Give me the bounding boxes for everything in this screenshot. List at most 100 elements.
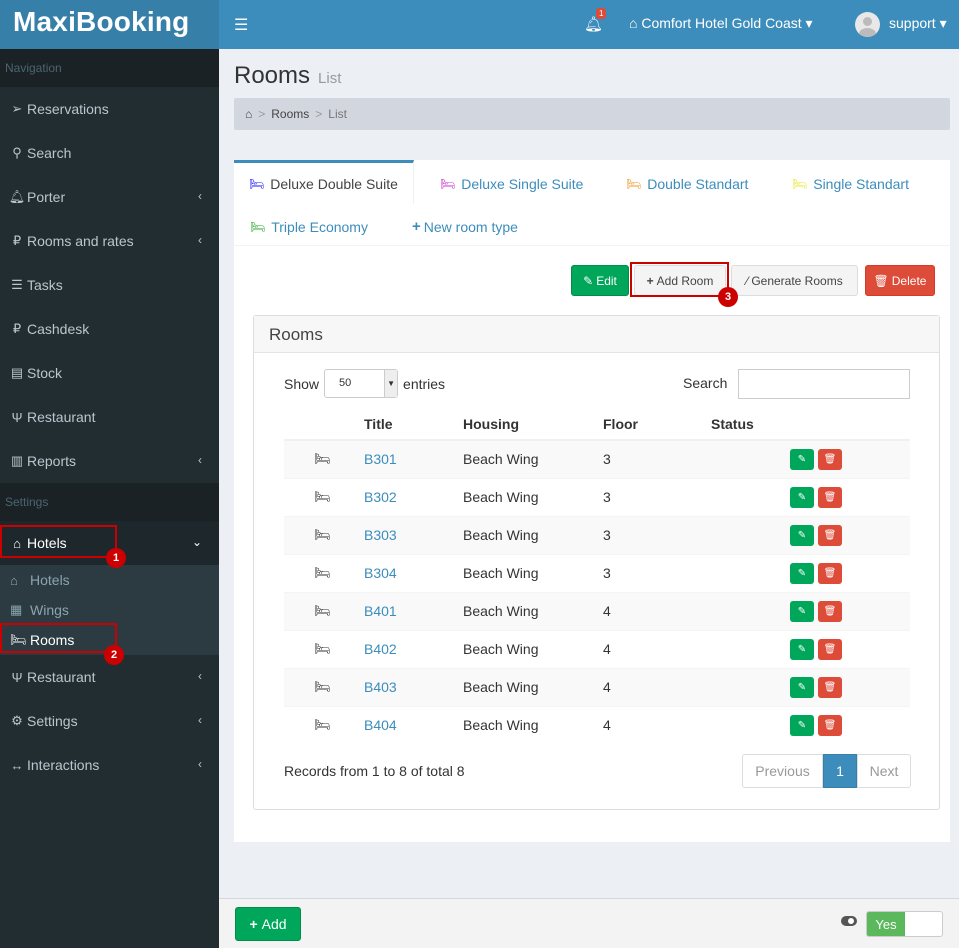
sidebar-item-interactions[interactable]: ↔ Interactions ‹ (0, 743, 219, 787)
hotel-selector[interactable]: ⌂ Comfort Hotel Gold Coast ▾ (629, 15, 813, 32)
tab-double-standart[interactable]: 🛏︎ Double Standart (626, 162, 748, 205)
edit-row-icon[interactable]: ✎ (790, 486, 814, 508)
add-room-button[interactable]: + Add Room (634, 265, 726, 296)
search-icon: ⚲ (12, 145, 22, 160)
sidebar-item-restaurant[interactable]: Ψ Restaurant (0, 395, 219, 439)
add-button[interactable]: + Add (235, 907, 301, 941)
rooms-panel: 🛏︎ Deluxe Double Suite 🛏︎ Deluxe Single Su… (234, 160, 950, 842)
tab-single-standart[interactable]: 🛏︎ Single Standart (792, 162, 909, 205)
delete-row-icon[interactable]: 🗑︎ (818, 714, 842, 736)
column-housing[interactable]: Housing (463, 409, 603, 441)
yes-switch[interactable]: Yes (866, 911, 943, 937)
delete-row-icon[interactable]: 🗑︎ (818, 676, 842, 698)
sidebar-item-settings[interactable]: ⚙ Settings ‹ (0, 699, 219, 743)
delete-row-icon[interactable]: 🗑︎ (818, 524, 842, 546)
room-title-link[interactable]: B403 (364, 679, 397, 695)
room-status-cell (711, 629, 790, 668)
delete-button[interactable]: 🗑︎ Delete (865, 265, 935, 296)
breadcrumb: ⌂ > Rooms > List (234, 98, 950, 130)
pagination-previous[interactable]: Previous (742, 754, 823, 788)
room-title-link[interactable]: B402 (364, 641, 397, 657)
submenu-item-hotels[interactable]: ⌂ Hotels (0, 565, 219, 595)
submenu-item-wings[interactable]: ▦ Wings (0, 595, 219, 625)
sidebar-item-restaurant-settings[interactable]: Ψ Restaurant ‹ (0, 655, 219, 699)
chevron-left-icon: ‹ (198, 233, 202, 247)
room-title-cell: B303 (364, 515, 463, 554)
sidebar-item-stock[interactable]: ▤ Stock (0, 351, 219, 395)
sidebar-item-rooms-and-rates[interactable]: ₽ Rooms and rates ‹ (0, 219, 219, 263)
bed-icon: 🛏︎ (284, 477, 364, 516)
caret-down-icon: ▾ (939, 15, 947, 31)
room-title-link[interactable]: B303 (364, 527, 397, 543)
tab-new-room-type[interactable]: + New room type (412, 205, 518, 248)
notifications-bell-icon[interactable]: 🔔︎ (584, 16, 604, 33)
pagination: Previous 1 Next (742, 754, 911, 788)
generate-label: Generate Rooms (751, 273, 843, 288)
edit-row-icon[interactable]: ✎ (790, 676, 814, 698)
paper-plane-icon: ➢ (11, 101, 23, 116)
entries-select[interactable]: 50 ▼ (324, 369, 399, 398)
user-avatar[interactable] (855, 12, 880, 37)
room-actions-cell: ✎ 🗑︎ (790, 553, 910, 592)
add-room-label: Add Room (656, 273, 714, 288)
room-title-link[interactable]: B401 (364, 603, 397, 619)
generate-rooms-button[interactable]: ⁄ Generate Rooms (731, 265, 858, 296)
app-logo[interactable]: MaxiBooking (0, 0, 219, 49)
bed-icon: 🛏︎ (249, 176, 265, 191)
user-menu[interactable]: support ▾ (889, 15, 947, 32)
menu-toggle-icon[interactable]: ☰ (234, 17, 249, 34)
tab-deluxe-double-suite[interactable]: 🛏︎ Deluxe Double Suite (234, 160, 414, 204)
room-title-link[interactable]: B301 (364, 451, 397, 468)
sidebar-item-search[interactable]: ⚲ Search (0, 131, 219, 175)
room-title-link[interactable]: B302 (364, 489, 397, 505)
column-status[interactable]: Status (711, 409, 790, 441)
sidebar-item-reservations[interactable]: ➢ Reservations (0, 87, 219, 131)
room-actions-cell: ✎ 🗑︎ (790, 667, 910, 706)
sidebar-item-reports[interactable]: ▥ Reports ‹ (0, 439, 219, 483)
submenu-item-rooms[interactable]: 🛏︎ Rooms (0, 625, 219, 655)
column-title[interactable]: Title (364, 409, 463, 441)
edit-row-icon[interactable]: ✎ (790, 714, 814, 736)
delete-row-icon[interactable]: 🗑︎ (818, 562, 842, 584)
cutlery-icon: Ψ (11, 669, 23, 685)
home-icon[interactable]: ⌂ (245, 107, 253, 121)
tab-triple-economy[interactable]: 🛏︎ Triple Economy (250, 205, 368, 248)
delete-row-icon[interactable]: 🗑︎ (818, 486, 842, 508)
sidebar-item-label: Cashdesk (27, 321, 90, 337)
room-status-cell (711, 667, 790, 706)
home-icon: ⌂ (10, 572, 18, 588)
edit-button[interactable]: ✎ Edit (571, 265, 629, 296)
column-floor[interactable]: Floor (603, 409, 711, 441)
building-icon: ▦ (10, 602, 23, 617)
sidebar-item-tasks[interactable]: ☰ Tasks (0, 263, 219, 307)
room-title-cell: B402 (364, 629, 463, 668)
sidebar-item-porter[interactable]: 🔔︎ Porter ‹ (0, 175, 219, 219)
bed-icon: 🛏︎ (250, 219, 266, 234)
settings-header: Settings (0, 483, 219, 521)
pagination-next[interactable]: Next (857, 754, 911, 788)
pagination-page-1[interactable]: 1 (823, 754, 857, 788)
bed-icon: 🛏︎ (284, 667, 364, 706)
bar-chart-icon: ▥ (10, 453, 24, 468)
edit-row-icon[interactable]: ✎ (790, 524, 814, 546)
edit-row-icon[interactable]: ✎ (790, 562, 814, 584)
delete-row-icon[interactable]: 🗑︎ (818, 448, 842, 470)
tab-deluxe-single-suite[interactable]: 🛏︎ Deluxe Single Suite (440, 162, 583, 205)
breadcrumb-rooms[interactable]: Rooms (271, 107, 310, 121)
chevron-left-icon: ‹ (198, 189, 202, 203)
delete-row-icon[interactable]: 🗑︎ (818, 600, 842, 622)
edit-row-icon[interactable]: ✎ (790, 638, 814, 660)
marker-2: 2 (104, 645, 124, 665)
sidebar-item-cashdesk[interactable]: ₽ Cashdesk (0, 307, 219, 351)
room-actions-cell: ✎ 🗑︎ (790, 439, 910, 478)
delete-row-icon[interactable]: 🗑︎ (818, 638, 842, 660)
breadcrumb-separator: > (258, 107, 266, 121)
room-floor-cell: 3 (603, 477, 711, 516)
sidebar-item-label: Restaurant (27, 409, 96, 425)
room-title-link[interactable]: B404 (364, 717, 397, 734)
search-input[interactable] (738, 369, 910, 399)
edit-row-icon[interactable]: ✎ (790, 448, 814, 470)
records-info: Records from 1 to 8 of total 8 (284, 763, 465, 779)
edit-row-icon[interactable]: ✎ (790, 600, 814, 622)
room-title-link[interactable]: B304 (364, 565, 397, 581)
